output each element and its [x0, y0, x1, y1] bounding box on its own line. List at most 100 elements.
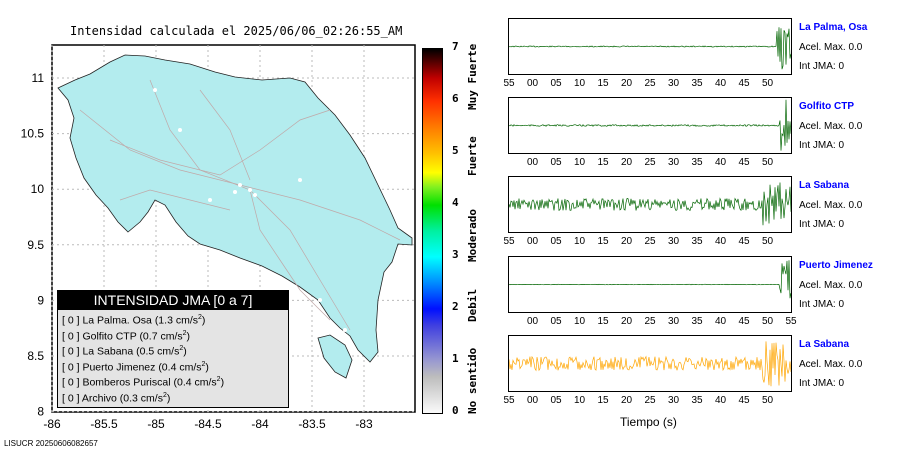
time-tick: 30: [667, 78, 680, 89]
colorbar-tick: 2: [452, 300, 459, 313]
time-tick: 20: [620, 316, 633, 327]
station-acel: Acel. Max. 0.0: [799, 121, 863, 132]
waveform: [509, 341, 791, 387]
time-tick: 30: [667, 157, 680, 168]
legend-station: Puerto Jimenez: [82, 361, 156, 373]
legend-station: La Palma. Osa: [82, 314, 152, 327]
colorbar-category: Muy Fuerte: [466, 43, 479, 110]
time-tick: 40: [714, 395, 727, 406]
legend-row: [ 0 ] Archivo (0.3 cm/s2): [62, 391, 171, 405]
time-tick: 45: [738, 78, 750, 89]
legend-exp: 2: [162, 391, 167, 399]
map-x-tick: -84.5: [194, 417, 222, 431]
seismogram-panel: [508, 335, 792, 392]
time-tick: 10: [573, 157, 586, 168]
map-title: Intensidad calculada el 2025/06/06_02:26…: [70, 24, 403, 38]
time-tick: 05: [550, 395, 562, 406]
costa-rica-land: [57, 54, 413, 379]
legend-acc: (0.3 cm/s: [119, 392, 163, 404]
legend-title: INTENSIDAD JMA [0 a 7]: [58, 291, 288, 310]
colorbar-tick: 6: [452, 92, 459, 105]
waveform: [509, 27, 791, 70]
time-tick: 20: [620, 78, 633, 89]
legend-level: [ 0 ]: [62, 314, 80, 327]
time-tick: 10: [573, 316, 586, 327]
time-tick: 05: [550, 236, 562, 247]
time-tick: 55: [785, 316, 797, 327]
time-tick: 50: [761, 236, 774, 247]
time-tick: 25: [644, 236, 656, 247]
time-tick: 40: [714, 78, 727, 89]
time-tick: 15: [597, 78, 609, 89]
map-x-tick: -83: [355, 417, 373, 431]
station-station: Puerto Jimenez: [799, 260, 873, 271]
legend-acc: (0.4 cm/s: [158, 361, 202, 373]
time-tick: 05: [550, 78, 562, 89]
time-tick: 35: [691, 316, 703, 327]
station-acel: Acel. Max. 0.0: [799, 359, 863, 370]
time-tick: 25: [644, 157, 656, 168]
time-tick: 30: [667, 236, 680, 247]
legend-level: [ 0 ]: [62, 392, 80, 404]
time-tick: 15: [597, 236, 609, 247]
time-tick: 35: [691, 395, 703, 406]
station-int: Int JMA: 0: [799, 140, 845, 151]
time-tick: 50: [761, 78, 774, 89]
time-tick: 00: [526, 236, 539, 247]
colorbar-category: Fuerte: [466, 136, 479, 176]
time-tick: 40: [714, 316, 727, 327]
legend-level: [ 0 ]: [62, 376, 80, 389]
station-station: La Sabana: [799, 180, 850, 191]
seismogram-panel: [508, 18, 792, 75]
legend-acc: (0.4 cm/s: [173, 376, 217, 389]
colorbar-tick: 0: [452, 404, 459, 417]
time-tick: 20: [620, 157, 633, 168]
seismogram-panel: [508, 256, 792, 313]
map-y-tick: 9: [37, 293, 44, 307]
legend-exp: 2: [216, 376, 221, 383]
legend-station: Golfito CTP: [82, 330, 137, 342]
map-y-tick: 8.5: [27, 349, 44, 363]
legend-acc: (0.7 cm/s: [139, 330, 183, 342]
map-y-tick: 10: [31, 182, 45, 196]
time-tick: 25: [644, 316, 656, 327]
time-tick: 25: [644, 78, 656, 89]
legend-exp: 2: [179, 345, 184, 352]
time-tick: 50: [761, 157, 774, 168]
time-tick: 50: [761, 316, 774, 327]
time-tick: 15: [597, 395, 609, 406]
map-x-tick: -84: [251, 417, 269, 431]
map-x-tick: -83.5: [298, 417, 326, 431]
time-tick: 00: [526, 316, 539, 327]
colorbar-tick: 4: [452, 196, 459, 209]
time-tick: 40: [714, 236, 727, 247]
legend-acc: (0.5 cm/s: [136, 345, 180, 358]
colorbar-tick: 7: [452, 40, 459, 53]
station-acel: Acel. Max. 0.0: [799, 200, 863, 211]
legend-exp: 2: [201, 360, 206, 368]
time-tick: 55: [503, 236, 515, 247]
time-tick: 35: [691, 78, 703, 89]
time-tick: 10: [573, 395, 586, 406]
time-tick: 15: [597, 157, 609, 168]
station-station: Golfito CTP: [799, 101, 854, 112]
legend-level: [ 0 ]: [62, 345, 80, 358]
station-int: Int JMA: 0: [799, 61, 845, 72]
time-tick: 35: [691, 236, 703, 247]
map-x-tick: -85.5: [90, 417, 118, 431]
time-tick: 00: [526, 157, 539, 168]
legend-acc: (1.3 cm/s: [154, 314, 198, 327]
legend-row: [ 0 ] Golfito CTP (0.7 cm/s2): [62, 329, 191, 343]
colorbar-category: Debil: [466, 288, 479, 322]
colorbar-tick: 3: [452, 248, 459, 261]
x-axis-label: Tiempo (s): [620, 415, 677, 429]
station-station: La Sabana: [799, 339, 850, 350]
time-tick: 15: [597, 316, 609, 327]
legend-station: La Sabana: [82, 345, 134, 358]
time-tick: 45: [738, 236, 750, 247]
legend-row: [ 0 ] Bomberos Puriscal (0.4 cm/s2): [62, 376, 225, 389]
map-y-tick: 11: [32, 71, 45, 85]
map-y-tick: 8: [37, 405, 44, 419]
time-tick: 10: [573, 78, 586, 89]
